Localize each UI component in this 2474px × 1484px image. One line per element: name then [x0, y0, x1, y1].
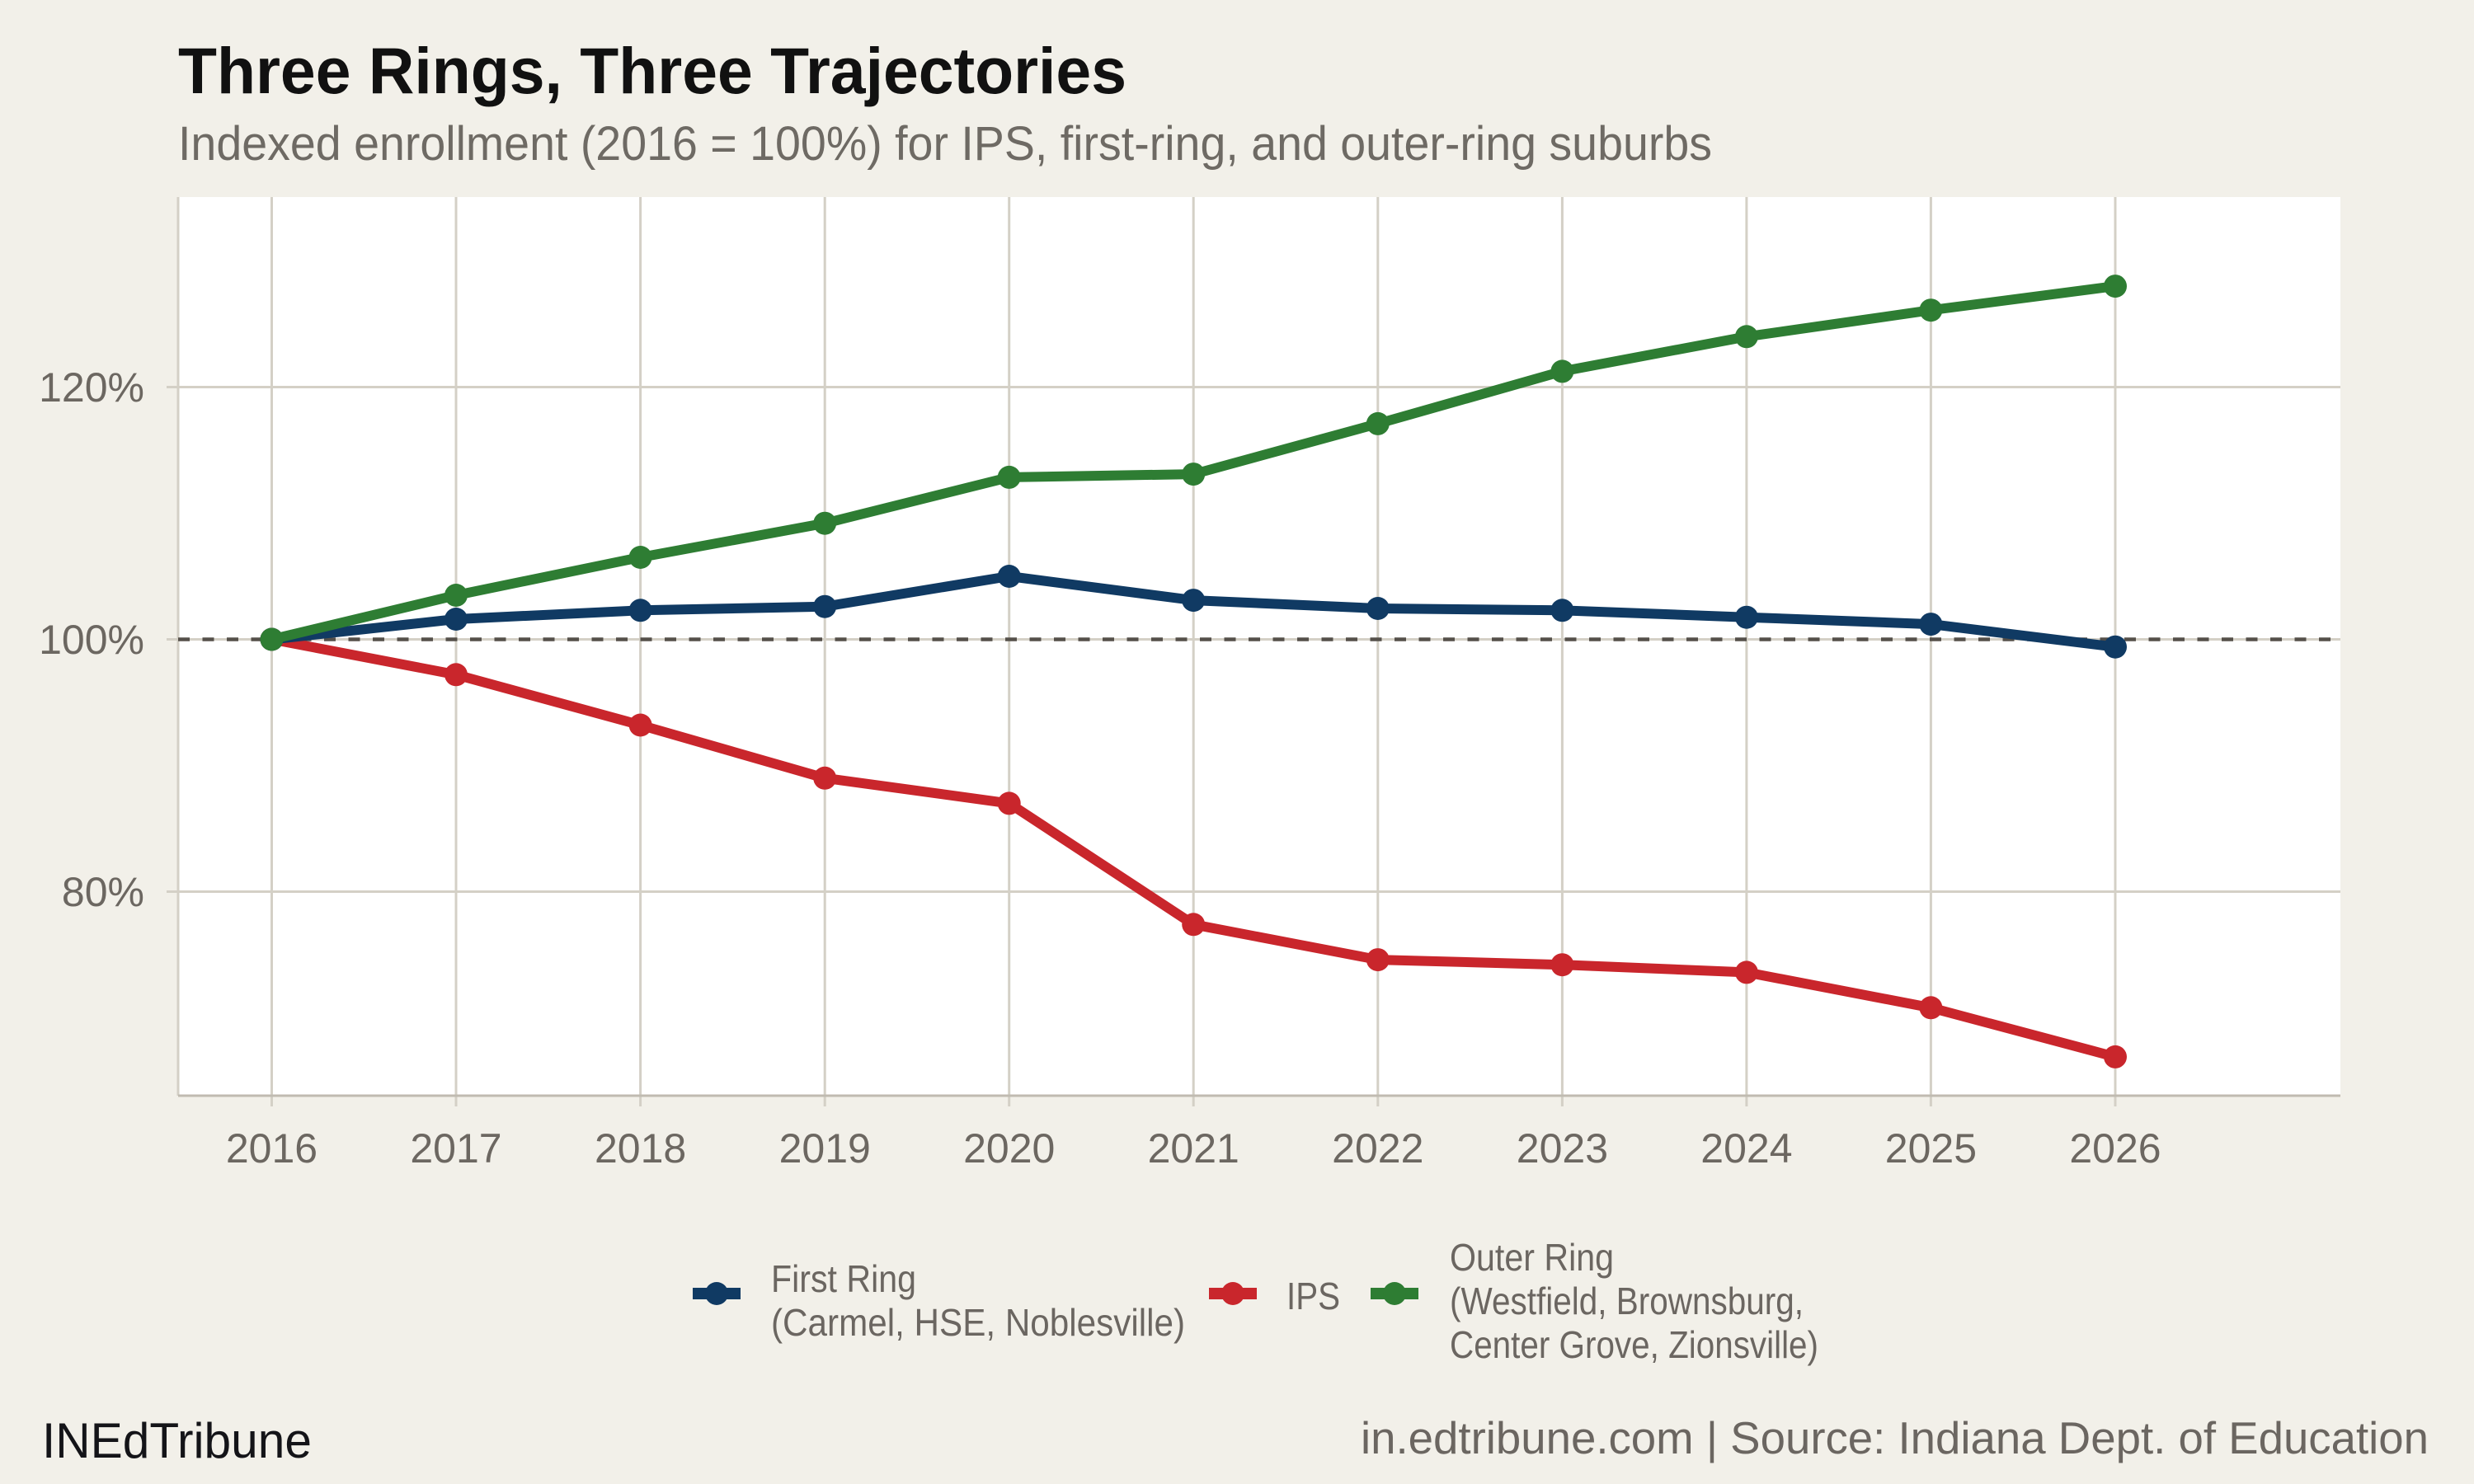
svg-text:2018: 2018: [595, 1125, 686, 1172]
svg-text:IPS: IPS: [1286, 1275, 1340, 1317]
svg-text:Indexed enrollment (2016 = 100: Indexed enrollment (2016 = 100%) for IPS…: [178, 117, 1712, 171]
svg-text:80%: 80%: [62, 869, 144, 915]
svg-text:2020: 2020: [963, 1125, 1055, 1172]
svg-text:Three Rings, Three Trajectorie: Three Rings, Three Trajectories: [178, 34, 1126, 107]
svg-text:2023: 2023: [1517, 1125, 1608, 1172]
svg-text:2026: 2026: [2069, 1125, 2161, 1172]
svg-text:120%: 120%: [39, 364, 144, 411]
svg-text:2024: 2024: [1700, 1125, 1792, 1172]
svg-text:2025: 2025: [1885, 1125, 1977, 1172]
svg-text:(Carmel, HSE, Noblesville): (Carmel, HSE, Noblesville): [771, 1301, 1185, 1344]
svg-text:Center Grove, Zionsville): Center Grove, Zionsville): [1450, 1323, 1818, 1366]
svg-text:First Ring: First Ring: [771, 1257, 916, 1300]
svg-text:2019: 2019: [779, 1125, 871, 1172]
svg-text:100%: 100%: [39, 617, 144, 663]
svg-text:2016: 2016: [226, 1125, 317, 1172]
svg-text:2021: 2021: [1148, 1125, 1239, 1172]
svg-text:in.edtribune.com | Source: Ind: in.edtribune.com | Source: Indiana Dept.…: [1361, 1412, 2429, 1463]
svg-text:INEdTribune: INEdTribune: [42, 1413, 312, 1468]
svg-text:Outer Ring: Outer Ring: [1450, 1236, 1614, 1279]
svg-text:2017: 2017: [410, 1125, 501, 1172]
svg-text:(Westfield, Brownsburg,: (Westfield, Brownsburg,: [1450, 1280, 1804, 1322]
svg-text:2022: 2022: [1332, 1125, 1423, 1172]
